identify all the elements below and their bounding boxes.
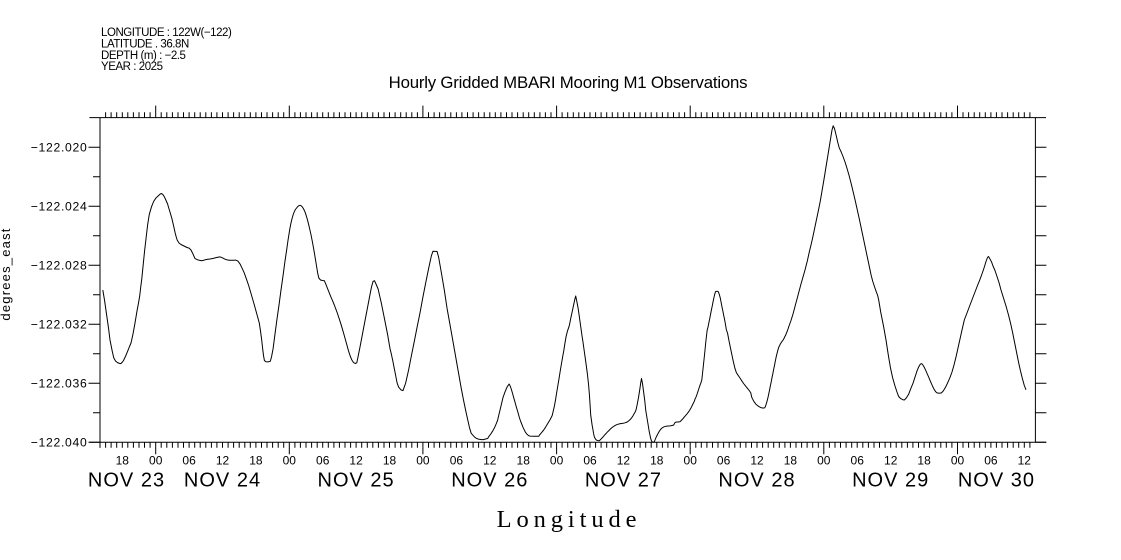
svg-text:−122.020: −122.020 [31,141,88,155]
svg-text:NOV 29: NOV 29 [852,470,929,492]
svg-text:Hourly Gridded MBARI Mooring M: Hourly Gridded MBARI Mooring M1 Observat… [389,73,748,92]
svg-text:−122.040: −122.040 [31,435,88,449]
svg-text:00: 00 [817,454,831,468]
svg-text:Longitude: Longitude [497,506,642,533]
svg-text:12: 12 [617,454,631,468]
svg-text:NOV 30: NOV 30 [958,470,1035,492]
svg-text:NOV 25: NOV 25 [318,470,395,492]
svg-text:LATITUDE . 36.8N: LATITUDE . 36.8N [101,38,189,50]
svg-text:06: 06 [851,454,865,468]
svg-text:YEAR : 2025: YEAR : 2025 [101,61,163,73]
svg-text:00: 00 [550,454,564,468]
svg-text:00: 00 [283,454,297,468]
svg-text:06: 06 [316,454,330,468]
svg-text:12: 12 [750,454,764,468]
svg-text:NOV 27: NOV 27 [585,470,662,492]
svg-text:18: 18 [116,454,130,468]
svg-text:12: 12 [349,454,363,468]
svg-text:−122.032: −122.032 [31,317,88,331]
svg-text:LONGITUDE : 122W(−122): LONGITUDE : 122W(−122) [101,27,232,39]
svg-text:NOV 26: NOV 26 [451,470,528,492]
svg-text:NOV 23: NOV 23 [88,470,165,492]
svg-text:00: 00 [684,454,698,468]
svg-text:00: 00 [149,454,163,468]
svg-text:NOV 28: NOV 28 [718,470,795,492]
svg-text:12: 12 [483,454,497,468]
svg-text:NOV 24: NOV 24 [184,470,261,492]
svg-text:DEPTH (m) : −2.5: DEPTH (m) : −2.5 [101,50,186,62]
svg-text:18: 18 [383,454,397,468]
svg-text:18: 18 [249,454,263,468]
svg-text:06: 06 [717,454,731,468]
svg-text:12: 12 [884,454,898,468]
svg-text:06: 06 [984,454,998,468]
svg-text:12: 12 [1018,454,1032,468]
svg-text:06: 06 [182,454,196,468]
svg-text:06: 06 [450,454,464,468]
svg-text:−122.024: −122.024 [31,200,88,214]
svg-text:00: 00 [951,454,965,468]
svg-text:18: 18 [784,454,798,468]
svg-text:12: 12 [216,454,230,468]
svg-text:degrees_east: degrees_east [0,227,13,320]
svg-text:18: 18 [917,454,931,468]
svg-text:06: 06 [583,454,597,468]
svg-text:−122.028: −122.028 [31,258,88,272]
svg-text:18: 18 [517,454,531,468]
svg-text:−122.036: −122.036 [31,376,88,390]
svg-text:00: 00 [416,454,430,468]
svg-text:18: 18 [650,454,664,468]
